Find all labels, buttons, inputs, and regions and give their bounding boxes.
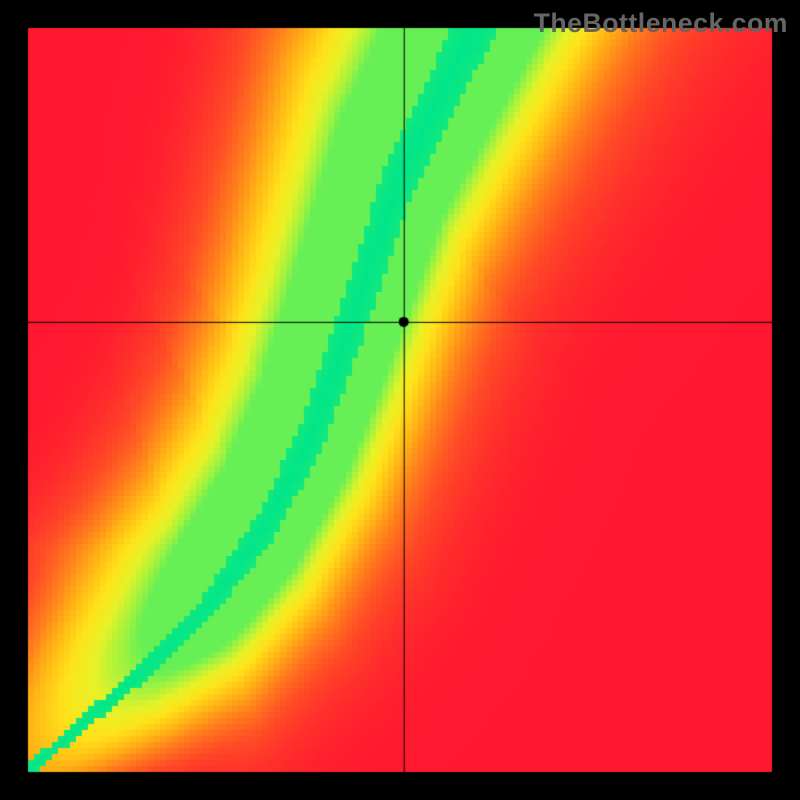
heatmap-canvas [0, 0, 800, 800]
watermark-text: TheBottleneck.com [534, 8, 788, 39]
chart-container: TheBottleneck.com [0, 0, 800, 800]
